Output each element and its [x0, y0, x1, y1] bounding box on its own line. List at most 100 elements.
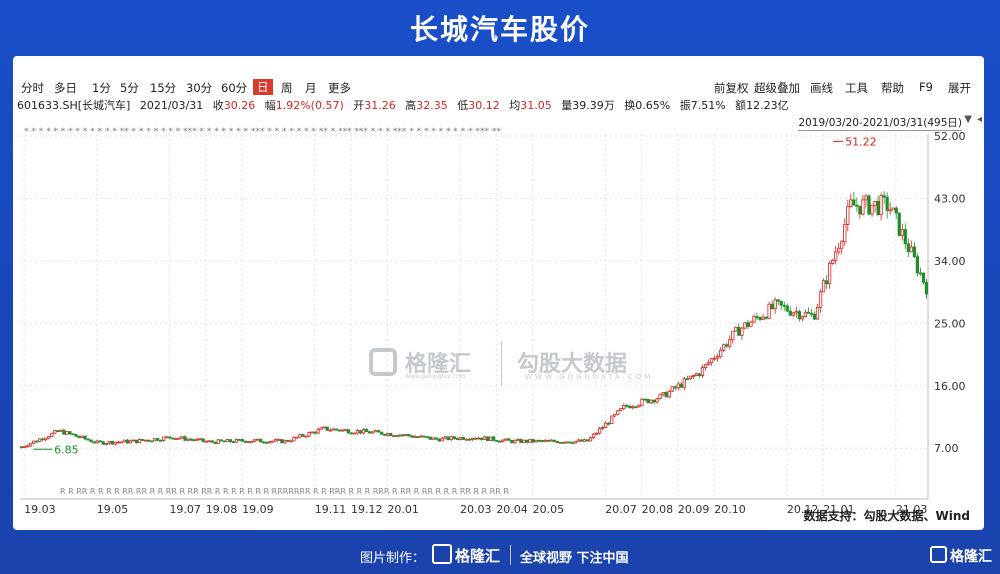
- candle-body: [122, 439, 127, 443]
- candlestick-chart[interactable]: * * * * * * * * * * * * * ** * * * * * *…: [13, 56, 984, 530]
- candle-body: [364, 429, 369, 433]
- candle-body: [431, 437, 435, 440]
- candle-body: [137, 439, 142, 444]
- watermark-divider: [501, 342, 502, 386]
- candle-body: [437, 438, 441, 442]
- candle-body: [788, 310, 792, 316]
- candle-body: [909, 246, 913, 253]
- candle-body: [649, 399, 653, 404]
- period-monthly[interactable]: 月: [305, 81, 317, 95]
- candle-body: [374, 430, 378, 433]
- candle-body: [700, 367, 705, 376]
- candle-body: [237, 439, 242, 441]
- open-field: 开31.26: [353, 99, 396, 112]
- candle-body: [815, 307, 820, 320]
- overlay-button[interactable]: 超级叠加: [754, 81, 800, 95]
- candle-body: [667, 390, 671, 398]
- f9-button[interactable]: F9: [919, 80, 933, 94]
- period-daily[interactable]: 日: [253, 79, 273, 95]
- candle-body: [894, 207, 898, 214]
- candle-body: [470, 437, 475, 440]
- close-value: 30.26: [223, 99, 256, 112]
- candle-body: [292, 436, 296, 442]
- candle-body: [83, 435, 87, 440]
- period-1min[interactable]: 1分: [92, 81, 111, 95]
- period-30min[interactable]: 30分: [186, 81, 213, 95]
- period-multiday[interactable]: 多日: [54, 81, 77, 95]
- tools-button[interactable]: 工具: [845, 81, 868, 95]
- adjust-button[interactable]: 前复权: [714, 81, 749, 95]
- candle-body: [147, 439, 151, 442]
- period-weekly[interactable]: 周: [281, 81, 293, 95]
- expand-button[interactable]: 展开: [948, 81, 971, 95]
- page-title: 长城汽车股价: [409, 13, 590, 46]
- candle-body: [286, 440, 290, 442]
- candle-body: [35, 440, 39, 443]
- candle-body: [558, 441, 562, 444]
- candle-body: [246, 441, 251, 444]
- period-5min[interactable]: 5分: [120, 81, 139, 95]
- candle-body: [213, 441, 217, 444]
- x-tick-label: 20.09: [678, 503, 710, 516]
- candle-body: [443, 436, 447, 439]
- candle-body: [343, 429, 347, 432]
- period-more[interactable]: 更多: [328, 81, 351, 95]
- candle-body: [331, 428, 335, 431]
- x-tick-label: 19.07: [169, 503, 201, 516]
- candle-body: [404, 434, 408, 436]
- candle-body: [837, 247, 841, 253]
- candle-body: [77, 435, 81, 438]
- candle-body: [80, 435, 84, 438]
- candle-body: [725, 344, 729, 347]
- avg-value: 31.05: [520, 99, 552, 112]
- help-button[interactable]: 帮助: [881, 81, 904, 95]
- candle-body: [818, 291, 823, 308]
- candle-body: [449, 436, 453, 441]
- candle-body: [25, 445, 30, 448]
- candle-body: [743, 322, 747, 329]
- draw-button[interactable]: 画线: [810, 81, 833, 95]
- watermark-gelonghui-url: www.gelonghui.com: [405, 373, 466, 380]
- range-scroll-icon[interactable]: ◂: [976, 114, 982, 125]
- candle-body: [800, 316, 805, 320]
- candle-body: [162, 436, 166, 441]
- period-60min[interactable]: 60分: [221, 81, 248, 95]
- candle-body: [882, 195, 886, 198]
- candle-body: [22, 446, 27, 448]
- candle-body: [113, 441, 117, 445]
- candle-body: [797, 311, 801, 320]
- candle-body: [831, 259, 835, 264]
- candle-body: [398, 434, 402, 437]
- candle-body: [585, 439, 590, 442]
- candle-body: [731, 330, 735, 341]
- candle-body: [519, 439, 523, 443]
- candle-body: [855, 204, 859, 207]
- low-label: 低: [457, 99, 469, 112]
- period-intraday[interactable]: 分时: [21, 81, 44, 95]
- candle-body: [268, 441, 272, 444]
- candle-body: [377, 430, 381, 433]
- candle-body: [186, 438, 190, 441]
- high-label: 高: [405, 99, 417, 112]
- candle-body: [552, 439, 556, 442]
- watermark-gelonghui: 格隆汇: [405, 352, 472, 377]
- date-range-label[interactable]: 2019/03/20-2021/03/31(495日): [798, 117, 962, 131]
- candle-body: [685, 378, 689, 381]
- range-dropdown-icon[interactable]: ▼: [964, 114, 972, 125]
- candle-body: [543, 439, 547, 442]
- candle-body: [594, 432, 599, 435]
- footer-logo-text: 格隆汇: [455, 547, 501, 565]
- candle-body: [752, 316, 756, 323]
- period-15min[interactable]: 15分: [150, 81, 177, 95]
- candle-body: [619, 408, 623, 412]
- candle-body: [386, 433, 390, 436]
- candle-body: [361, 429, 366, 434]
- candle-body: [616, 410, 620, 415]
- candle-body: [664, 392, 668, 398]
- candle-body: [924, 281, 929, 295]
- candle-body: [806, 311, 811, 314]
- candle-body: [446, 436, 450, 441]
- candle-body: [610, 415, 614, 424]
- y-tick-label: 34.00: [934, 255, 966, 268]
- candle-body: [794, 311, 798, 314]
